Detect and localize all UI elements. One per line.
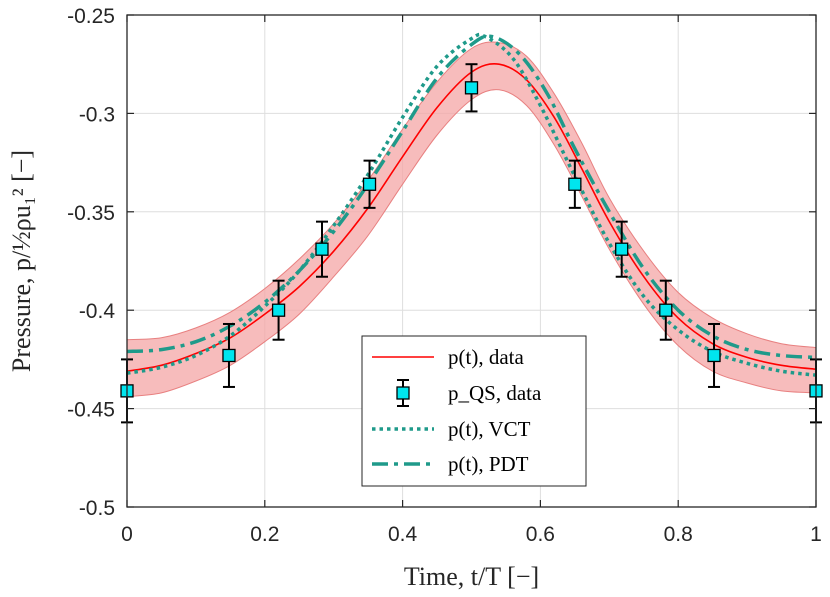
band-lower-edge: [126, 89, 817, 398]
legend-label-0: p(t), data: [448, 345, 524, 369]
ticks: 0 0.2 0.4 0.6 0.8 1 -0.25 -0.3 -0.35 -0.4 -0.45 -0.…: [67, 5, 822, 546]
axes-box: [126, 14, 817, 508]
series-lines: [126, 32, 817, 377]
y-tick-label: -0.25: [67, 5, 115, 28]
legend-marker: [396, 386, 410, 400]
qs-marker: [362, 177, 377, 191]
x-tick-label: 0.2: [250, 523, 279, 546]
legend-label-3: p(t), PDT: [448, 452, 529, 476]
x-tick-label: 1: [810, 523, 822, 546]
qs-markers: [120, 63, 823, 424]
qs-marker: [568, 177, 582, 191]
legend-box: [361, 335, 587, 487]
qs-marker: [659, 303, 673, 317]
confidence-band-layer: [126, 41, 817, 398]
series-line-3: [126, 34, 817, 360]
x-tick-label: 0.8: [664, 523, 693, 546]
qs-marker: [315, 242, 329, 256]
legend-label-2: p(t), VCT: [448, 417, 531, 441]
qs-marker: [707, 348, 721, 363]
x-axis-label: Time, t/T [−]: [404, 562, 539, 591]
qs-marker: [464, 81, 479, 95]
y-tick-label: -0.5: [79, 497, 115, 520]
y-tick-label: -0.35: [67, 202, 115, 225]
qs-marker: [222, 348, 236, 363]
y-tick-label: -0.3: [79, 103, 115, 126]
y-tick-label: -0.45: [67, 399, 115, 422]
series-line-0: [126, 63, 817, 372]
qs-marker: [271, 303, 286, 317]
legend-label-1: p_QS, data: [448, 381, 542, 405]
x-tick-label: 0.4: [388, 523, 418, 546]
band-upper-edge: [126, 41, 817, 349]
x-tick-label: 0: [121, 523, 133, 546]
x-tick-label: 0.6: [526, 523, 555, 546]
y-tick-label: -0.4: [79, 300, 116, 323]
series-line-2: [126, 32, 817, 377]
y-axis-label: Pressure, p/½ρu₁² [−]: [7, 150, 36, 372]
qs-marker: [615, 242, 629, 256]
legend: p(t), data p_QS, data p(t), VCT p(t), PDT: [361, 335, 587, 487]
confidence-band: [127, 42, 816, 397]
